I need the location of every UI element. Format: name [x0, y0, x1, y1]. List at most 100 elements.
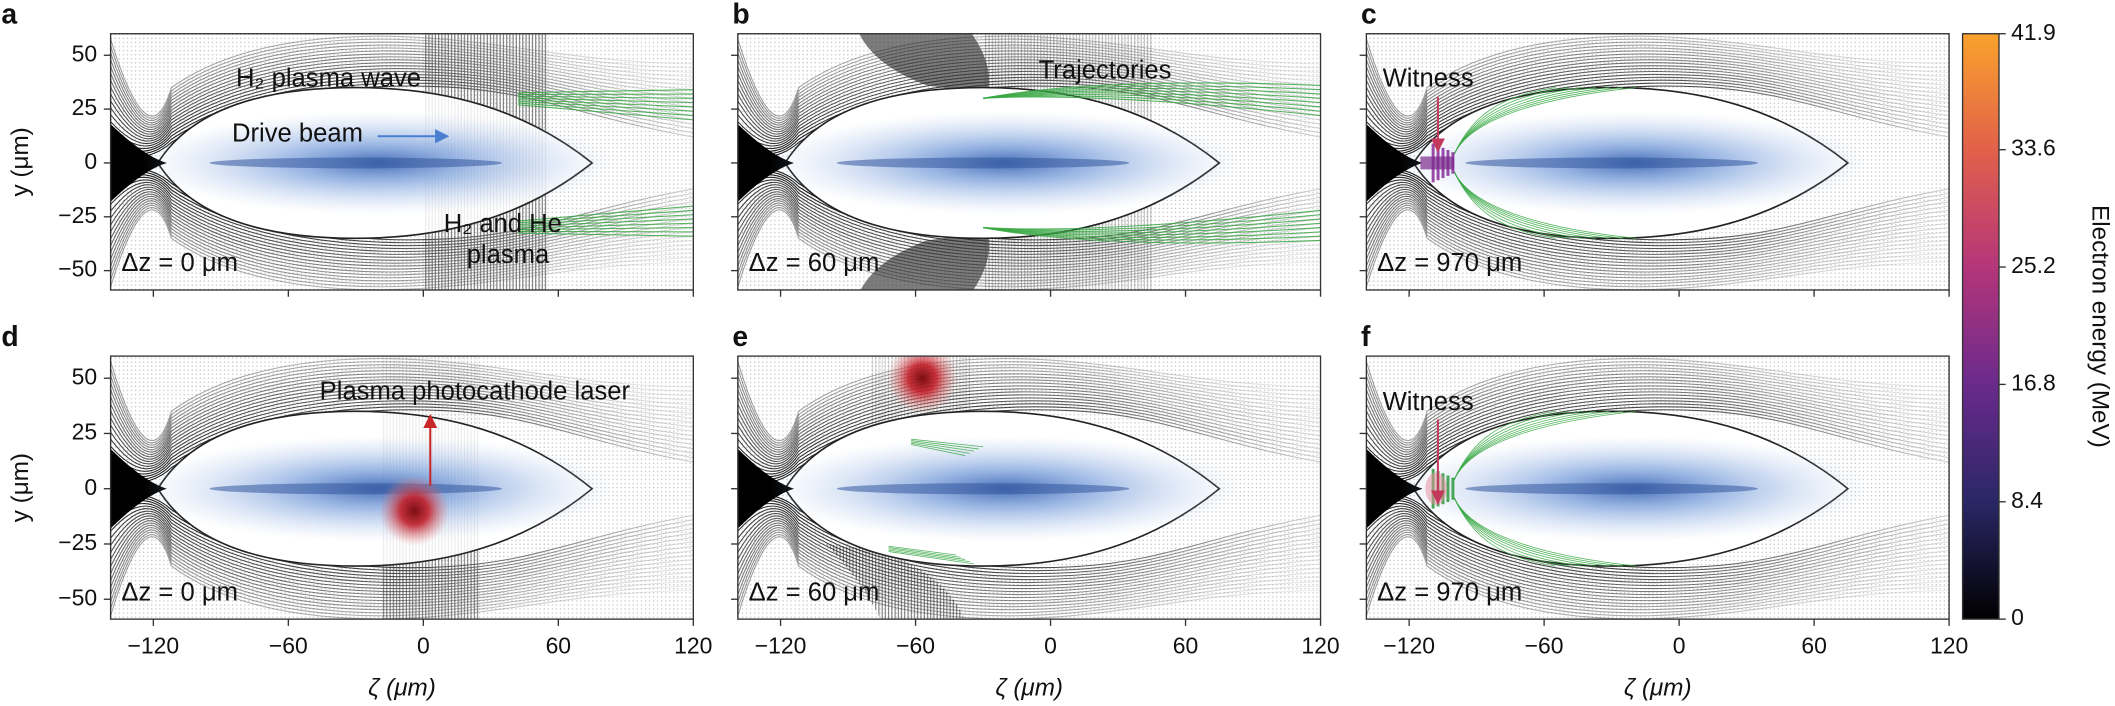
trajectory	[888, 545, 957, 556]
wake-line	[1366, 204, 1950, 285]
x-tick-label: 120	[1301, 633, 1339, 659]
trajectory	[910, 444, 966, 456]
wake-line	[110, 513, 694, 590]
wake-line	[110, 68, 694, 142]
wake-line	[110, 195, 694, 273]
trajectory	[888, 551, 975, 565]
wake-line	[737, 522, 1321, 602]
wake-line	[737, 505, 1321, 581]
y-axis-label: y (μm)	[7, 453, 34, 522]
wake-line	[110, 515, 694, 593]
wake-line	[1366, 529, 1950, 611]
wake-line	[737, 515, 1321, 593]
trajectory	[517, 99, 694, 108]
plot-frame	[1365, 355, 1950, 620]
y-tick-label: −50	[58, 584, 97, 610]
wake-line	[1366, 376, 1950, 455]
x-tick-label: −60	[1525, 633, 1564, 659]
wake-line	[1366, 209, 1950, 291]
wake-line	[110, 379, 694, 458]
x-axis-label: ζ (μm)	[995, 675, 1063, 702]
annotation: H₂ and He	[444, 210, 562, 238]
panel-caption: Δz = 60 μm	[749, 249, 880, 277]
wake-line	[1366, 41, 1950, 122]
wake-line	[1366, 505, 1950, 581]
wake-line	[1366, 364, 1950, 446]
wake-line	[110, 200, 694, 279]
wake-line	[737, 379, 1321, 458]
wake-line	[110, 209, 694, 291]
annotation: Trajectories	[1039, 56, 1172, 84]
laser-spot	[378, 475, 450, 547]
trajectory	[517, 89, 694, 94]
wake-line	[110, 184, 694, 258]
trajectory	[983, 95, 1321, 112]
wake-line	[737, 207, 1321, 288]
wake-line	[737, 370, 1321, 451]
wake-line	[1366, 385, 1950, 462]
y-tick-label: 0	[84, 474, 97, 500]
wake-line	[737, 71, 1321, 144]
cusp	[737, 448, 795, 529]
wake-line	[110, 44, 694, 124]
wake-line	[737, 195, 1321, 273]
annotation: Witness	[1383, 64, 1474, 92]
drive-beam-core	[836, 483, 1130, 495]
annotation: Plasma photocathode laser	[320, 377, 631, 405]
trajectory	[982, 92, 1321, 104]
wake-line	[1366, 397, 1950, 472]
panel-plot	[110, 356, 694, 620]
wake-line	[1366, 200, 1950, 279]
trajectory	[982, 222, 1321, 234]
x-axis-label: ζ (μm)	[1624, 675, 1692, 702]
wake-line	[110, 207, 694, 288]
wake-line	[110, 531, 694, 614]
drive-beam-core	[1465, 483, 1758, 495]
plot-frame	[109, 33, 694, 291]
wake-line	[1366, 56, 1950, 133]
x-tick-label: −120	[1383, 633, 1435, 659]
panel-letter: b	[732, 0, 749, 31]
wake-line	[737, 193, 1321, 270]
trajectory	[982, 90, 1321, 99]
colorbar-label: Electron energy (MeV)	[2086, 205, 2113, 448]
panel-plot	[737, 33, 1321, 291]
trajectory	[911, 438, 984, 448]
wake-line	[110, 510, 694, 587]
wake-line	[1366, 379, 1950, 458]
wake-line	[110, 53, 694, 131]
x-tick-label: 60	[1173, 633, 1199, 659]
x-tick-label: 0	[1673, 633, 1686, 659]
cusp	[1366, 124, 1423, 202]
wake-line	[1366, 513, 1950, 590]
wake-line	[737, 184, 1321, 258]
wake-line	[737, 510, 1321, 587]
panel-caption: Δz = 60 μm	[749, 578, 880, 606]
wake-line	[110, 367, 694, 449]
trajectory	[982, 87, 1321, 99]
trajectory	[517, 95, 694, 99]
wake-line	[1366, 195, 1950, 273]
wake-line	[1366, 524, 1950, 605]
x-tick-label: 0	[417, 633, 430, 659]
wake-line	[110, 56, 694, 133]
wake-line	[110, 181, 694, 255]
wake-line	[1366, 361, 1950, 444]
wake-line	[110, 62, 694, 137]
wake-line	[1366, 44, 1950, 124]
y-tick-label: 25	[72, 94, 98, 120]
wake-line	[1366, 508, 1950, 584]
drive-beam-core	[836, 157, 1130, 169]
trajectory	[983, 214, 1321, 231]
wake-line	[1366, 382, 1950, 460]
trajectory	[983, 93, 1321, 108]
wake-line	[1366, 370, 1950, 451]
panel-plot	[737, 356, 1321, 620]
wake-line	[737, 385, 1321, 462]
trajectory	[982, 227, 1321, 238]
trajectory	[517, 102, 694, 117]
wake-line	[110, 388, 694, 465]
panel-letter: a	[1, 0, 17, 31]
wake-line	[737, 181, 1321, 255]
cusp	[737, 124, 795, 202]
